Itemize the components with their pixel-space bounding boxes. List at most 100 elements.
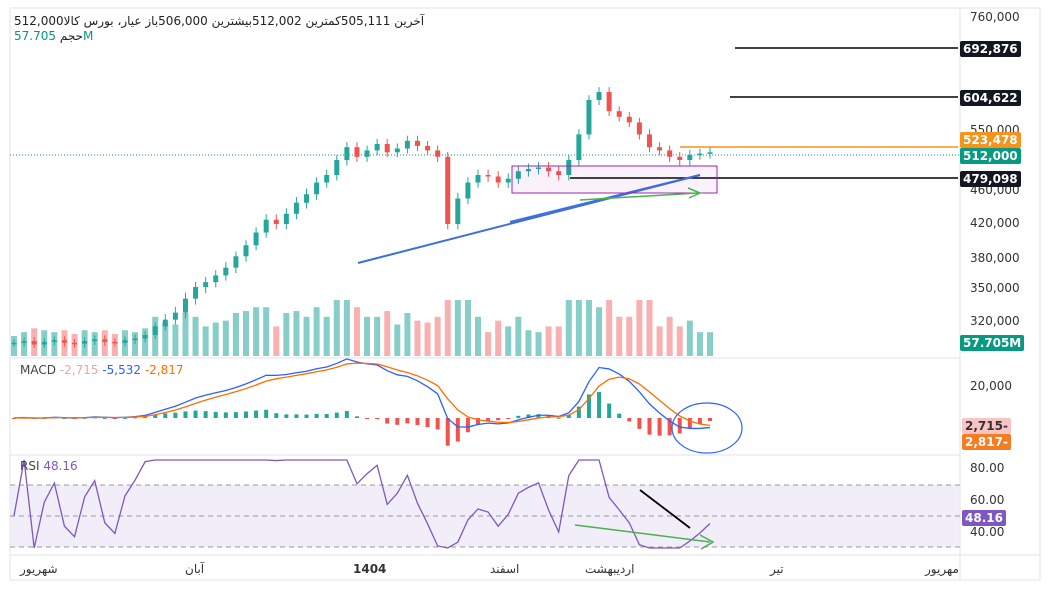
x-tick: اسفند [490,562,520,576]
candle-body [636,122,642,135]
volume-bar [636,300,643,356]
candle-body [72,342,78,345]
macd-hist-bar [274,413,279,418]
volume-label: حجم [59,29,83,43]
volume-bar [182,312,189,356]
volume-bar [676,326,683,356]
macd-hist-bar [465,418,470,433]
volume-bar [535,332,542,356]
volume-bar [646,300,653,356]
volume-bar [545,326,552,356]
macd-hist-bar [536,414,541,418]
candle-body [566,160,572,175]
candle-body [586,100,592,135]
x-tick: شهریور [20,562,58,576]
volume-bar [343,300,350,356]
macd-hist-bar [556,417,561,419]
candle-body [11,342,17,345]
candle-body [314,182,320,195]
candle-body [51,340,57,342]
macd-hist-bar [102,417,107,419]
price-tick: 380,000 [970,251,1020,265]
candle-body [213,275,219,283]
rsi-tick: 60.00 [970,493,1005,507]
volume-bar [313,307,320,356]
rsi-line [13,459,711,549]
volume-bar [253,307,260,356]
macd-hist-bar [607,403,612,418]
macd-tick: 20,000 [970,379,1012,393]
candle-body [243,245,249,257]
volume-bar [172,324,179,356]
candle-body [92,339,98,342]
macd-hist-bar [112,418,117,419]
macd-hist-bar [576,406,581,418]
macd-hist-bar [183,411,188,418]
volume-bar [424,322,431,356]
macd-hist-bar [687,418,692,429]
price-tag: 604,622 [960,90,1021,106]
candle-body [293,202,299,214]
macd-value-3: -2,817 [144,363,184,377]
macd-highlight-circle [671,402,743,454]
macd-hist-bar [415,418,420,425]
volume-bar [303,316,310,356]
volume-bar [656,326,663,356]
macd-hist-bar [254,410,259,418]
volume-bar [293,311,300,356]
ohlc-row: 512,000آخرین 505,111کمترین 512,002بیشتری… [14,14,424,29]
candle-body [283,213,289,224]
candle-body [646,134,652,148]
macd-hist-bar [365,418,370,419]
candle-body [435,150,441,157]
candle-body [707,152,713,154]
candle-body [425,145,431,151]
macd-title: MACD [20,363,56,377]
rsi-legend: RSI 48.16 [20,459,78,473]
candle-body [334,160,340,175]
volume-bar [505,326,512,356]
macd-hist-bar [122,417,127,419]
volume-bar [686,320,693,356]
price-tick: 420,000 [970,216,1020,230]
candle-body [475,175,481,183]
volume-bar [606,300,613,356]
price-tag: 523,478 [960,132,1021,148]
macd-hist-bar [153,414,158,418]
rsi-tick: 80.00 [970,461,1005,475]
candle-body [193,287,199,299]
volume-bar [353,307,360,356]
candle-body [505,178,511,183]
candle-body [263,219,269,233]
macd-hist-bar [677,418,682,434]
volume-bar [444,300,451,356]
macd-hist-bar [12,418,16,419]
chart-header: 512,000آخرین 505,111کمترین 512,002بیشتری… [14,14,424,44]
volume-bar [596,307,603,356]
candle-body [687,154,693,160]
candle-body [82,341,88,344]
candle-body [616,111,622,117]
macd-hist-bar [354,416,359,418]
volume-bar [263,307,270,356]
candle-body [132,338,138,341]
macd-hist-bar [264,409,269,418]
volume-bar [222,320,229,356]
macd-value-1: -2,715 [59,363,99,377]
macd-hist-bar [516,415,521,418]
macd-hist-bar [244,411,248,418]
candle-body [657,147,663,151]
macd-hist-bar [708,418,712,422]
rsi-tick: 40.00 [970,525,1005,539]
candle-body [223,267,229,276]
candle-body [414,140,420,146]
candle-body [525,169,531,172]
macd-hist-bar [203,411,208,418]
macd-hist-bar [385,418,390,424]
ohlc-text: 512,000آخرین 505,111کمترین 512,002بیشتری… [14,14,425,28]
volume-bar [454,300,461,356]
macd-hist-bar [617,413,622,418]
rsi-title: RSI [20,459,40,473]
candle-body [122,340,128,343]
candle-body [495,176,501,183]
